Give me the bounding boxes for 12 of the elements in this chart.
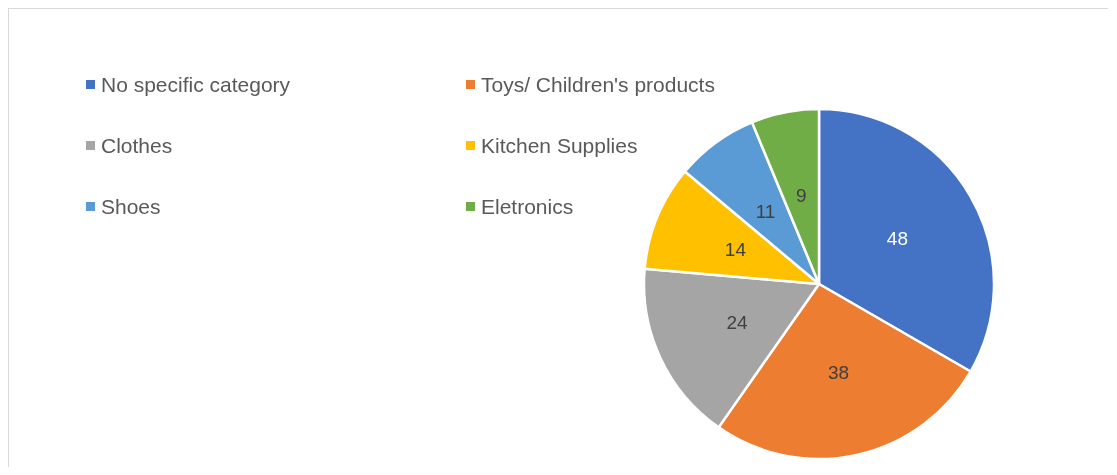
legend-label: No specific category: [101, 73, 291, 96]
legend-label: Toys/ Children's products: [481, 73, 715, 96]
legend-label: Kitchen Supplies: [481, 134, 638, 157]
data-label: 14: [724, 238, 747, 260]
data-label: 9: [796, 184, 807, 206]
data-label: 11: [755, 200, 776, 222]
legend-label: Shoes: [101, 195, 161, 218]
data-label: 48: [886, 228, 908, 250]
legend-label: Eletronics: [481, 195, 574, 218]
data-label: 38: [828, 361, 850, 383]
data-label: 24: [726, 311, 748, 333]
legend-label: Clothes: [101, 134, 173, 157]
